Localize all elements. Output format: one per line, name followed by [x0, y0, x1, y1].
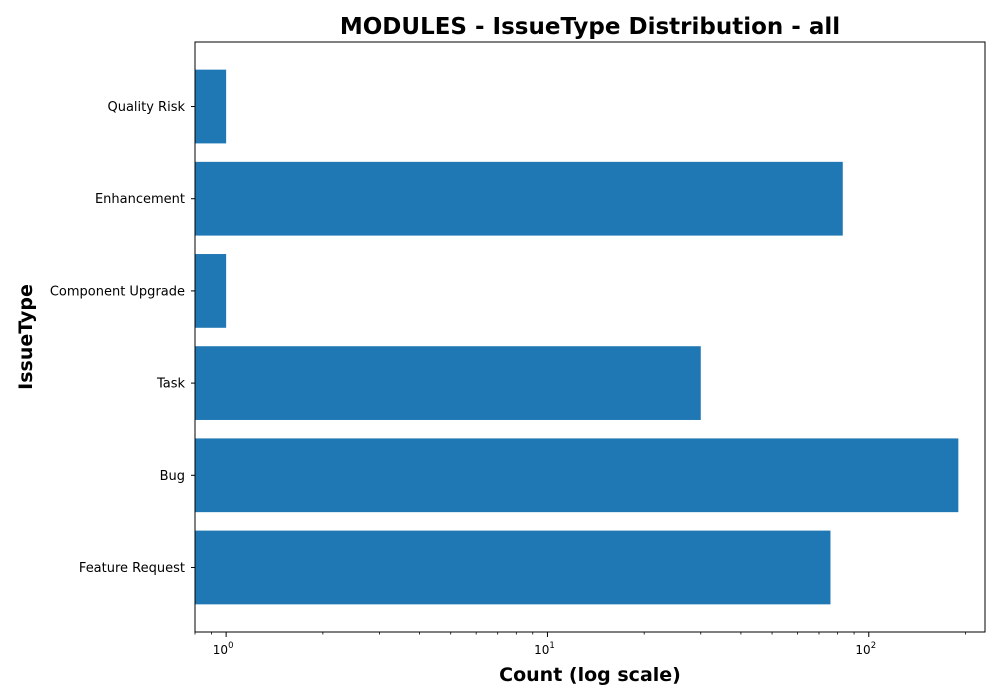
- y-tick-label: Bug: [160, 469, 185, 484]
- plot-frame: [194, 41, 986, 633]
- x-tick-label: 101: [534, 641, 555, 657]
- y-axis-label: IssueType: [15, 284, 37, 390]
- bar-component-upgrade: [195, 254, 227, 328]
- bar-feature-request: [195, 530, 831, 605]
- x-tick-label: 102: [855, 641, 876, 657]
- bar-task: [195, 346, 701, 420]
- x-axis-label: Count (log scale): [499, 664, 681, 686]
- bar-bug: [195, 438, 959, 513]
- bars-group: [195, 69, 959, 605]
- y-tick-label: Feature Request: [79, 561, 185, 576]
- bar-enhancement: [195, 161, 843, 236]
- y-tick-label: Task: [156, 377, 186, 392]
- x-tick-label: 100: [213, 641, 234, 657]
- bar-quality-risk: [195, 69, 227, 144]
- x-axis-ticks: 100 101 102: [194, 632, 966, 657]
- y-tick-label: Quality Risk: [107, 100, 185, 115]
- chart-title: MODULES - IssueType Distribution - all: [340, 14, 840, 40]
- y-axis-ticks: Feature Request Bug Task Component Upgrade E…: [50, 100, 195, 576]
- y-tick-label: Enhancement: [95, 192, 185, 207]
- y-tick-label: Component Upgrade: [50, 284, 185, 299]
